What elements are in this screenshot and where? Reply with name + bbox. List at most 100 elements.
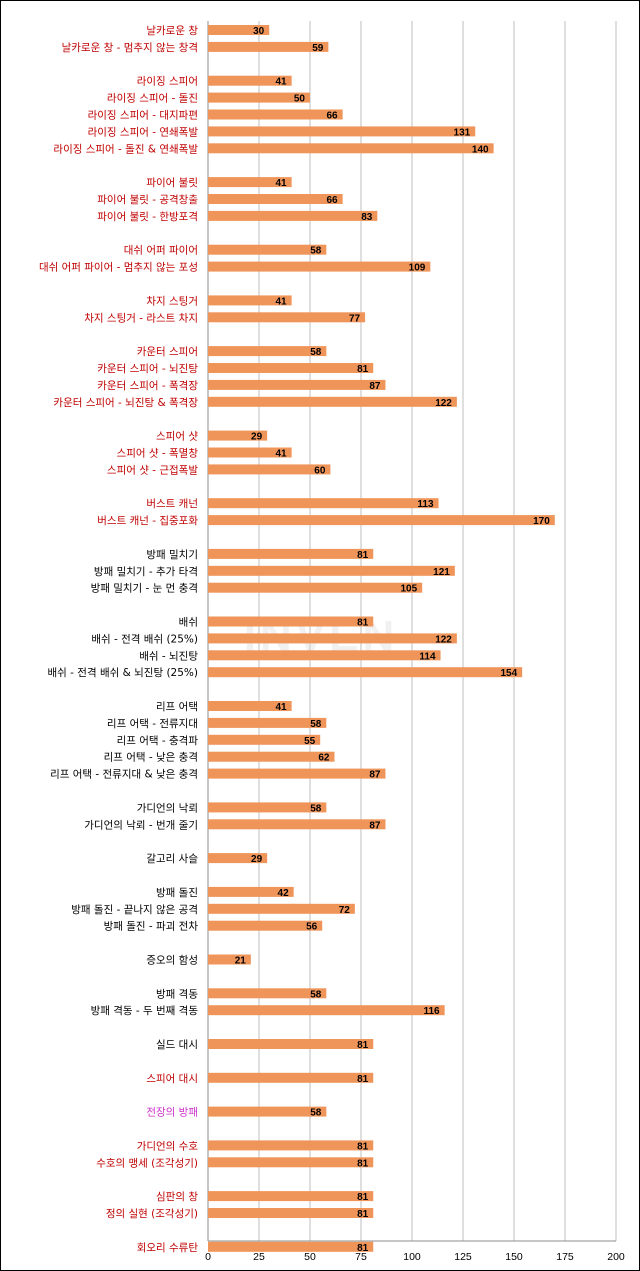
bar bbox=[208, 25, 270, 35]
value-label: 56 bbox=[306, 922, 318, 933]
value-label: 81 bbox=[357, 618, 369, 629]
bar bbox=[208, 1005, 445, 1016]
value-label: 81 bbox=[357, 1141, 369, 1152]
category-label: 리프 어택 - 낮은 충격 bbox=[104, 751, 198, 764]
category-label: 스피어 대시 bbox=[146, 1073, 198, 1085]
value-label: 122 bbox=[435, 398, 452, 409]
bar bbox=[208, 751, 335, 762]
category-label: 스피어 샷 - 폭멸창 bbox=[117, 448, 199, 460]
bar bbox=[208, 954, 251, 965]
bar bbox=[208, 650, 441, 661]
category-label: 방패 돌진 bbox=[156, 887, 198, 899]
value-label: 21 bbox=[235, 956, 247, 967]
bar bbox=[208, 75, 292, 86]
bar bbox=[208, 988, 327, 999]
bar bbox=[208, 396, 457, 407]
bar bbox=[208, 565, 455, 576]
bar bbox=[208, 363, 374, 373]
category-label: 리프 어택 bbox=[156, 701, 198, 713]
category-label: 방패 밀치기 bbox=[146, 549, 198, 561]
value-label: 41 bbox=[276, 296, 288, 307]
bar bbox=[208, 1191, 374, 1202]
category-label: 날카로운 창 bbox=[146, 25, 198, 37]
category-label: 카운터 스피어 - 뇌진탕 & 폭격장 bbox=[53, 396, 198, 409]
value-label: 59 bbox=[312, 43, 324, 54]
category-label: 카운터 스피어 - 폭격장 bbox=[97, 379, 198, 392]
value-label: 58 bbox=[310, 803, 322, 814]
category-label: 방패 격동 bbox=[156, 987, 198, 1000]
x-axis-ticks: 0 25 50 75 100 125 150 175 200 bbox=[205, 1251, 625, 1263]
category-label: 리프 어택 - 전류지대 & 낮은 충격 bbox=[50, 768, 198, 781]
category-label: 정의 실현 (조각성기) bbox=[106, 1208, 198, 1220]
bar bbox=[208, 92, 310, 103]
value-label: 121 bbox=[433, 567, 450, 578]
category-label: 리프 어택 - 전류지대 bbox=[107, 718, 198, 730]
category-label: 방패 밀치기 - 추가 타격 bbox=[94, 565, 198, 578]
bar bbox=[208, 1157, 374, 1168]
category-label: 버스트 캐넌 bbox=[146, 498, 198, 510]
category-label: 배쉬 - 전격 배쉬 (25%) bbox=[91, 632, 198, 645]
category-label: 실드 대시 bbox=[156, 1039, 198, 1051]
bar bbox=[208, 1106, 327, 1117]
x-tick-label: 125 bbox=[454, 1251, 472, 1263]
bar bbox=[208, 447, 292, 458]
value-label: 87 bbox=[369, 820, 381, 831]
value-label: 30 bbox=[253, 26, 265, 37]
value-label: 50 bbox=[294, 94, 306, 105]
value-label: 131 bbox=[454, 127, 471, 138]
value-label: 81 bbox=[357, 364, 369, 375]
bar bbox=[208, 1140, 374, 1151]
category-label: 라이징 스피어 bbox=[137, 76, 198, 88]
category-label: 스피어 샷 bbox=[156, 431, 198, 443]
bar bbox=[208, 734, 321, 745]
value-label: 81 bbox=[357, 1243, 369, 1254]
value-label: 72 bbox=[339, 905, 351, 916]
value-label: 58 bbox=[310, 989, 322, 1000]
value-label: 41 bbox=[276, 178, 288, 189]
category-label: 라이징 스피어 - 연쇄폭발 bbox=[88, 126, 199, 138]
bar bbox=[208, 886, 294, 897]
category-label: 차지 스팅거 bbox=[146, 295, 198, 307]
bar bbox=[208, 667, 523, 678]
category-label: 가디언의 낙뢰 bbox=[137, 802, 198, 814]
value-label: 58 bbox=[310, 1108, 322, 1119]
category-label: 라이징 스피어 - 돌진 bbox=[107, 93, 198, 105]
bar bbox=[208, 548, 374, 559]
bar bbox=[208, 346, 327, 357]
category-label: 날카로운 창 - 멈추지 않는 창격 bbox=[62, 41, 198, 54]
value-label: 29 bbox=[251, 432, 263, 443]
value-label: 87 bbox=[369, 770, 381, 781]
bar bbox=[208, 616, 374, 627]
bar bbox=[208, 41, 329, 52]
bar bbox=[208, 768, 386, 779]
bar bbox=[208, 464, 331, 475]
bar bbox=[208, 853, 268, 864]
value-label: 140 bbox=[472, 144, 489, 155]
bar bbox=[208, 1241, 374, 1252]
category-label: 회오리 수류탄 bbox=[137, 1242, 199, 1254]
bar bbox=[208, 582, 423, 593]
x-tick-label: 0 bbox=[205, 1251, 211, 1263]
value-labels: 3059415066131140416683581094177588187122… bbox=[235, 26, 551, 1254]
x-tick-label: 100 bbox=[403, 1251, 421, 1263]
category-label: 방패 밀치기 - 눈 먼 충격 bbox=[91, 582, 198, 595]
bar bbox=[208, 430, 268, 441]
category-label: 파이어 불릿 - 공격창출 bbox=[97, 193, 198, 206]
category-label: 방패 돌진 - 끝나지 않은 공격 bbox=[71, 903, 198, 916]
value-label: 58 bbox=[310, 719, 322, 730]
value-label: 109 bbox=[409, 263, 426, 274]
category-label: 대쉬 어퍼 파이어 bbox=[124, 245, 198, 257]
value-label: 66 bbox=[327, 111, 339, 122]
bar bbox=[208, 1072, 374, 1083]
bar bbox=[208, 819, 386, 830]
value-label: 81 bbox=[357, 1074, 369, 1085]
category-label: 갈고리 사슬 bbox=[146, 852, 198, 865]
value-label: 113 bbox=[417, 499, 434, 510]
category-label: 파이어 불릿 - 한방포격 bbox=[97, 210, 198, 223]
value-label: 81 bbox=[357, 1040, 369, 1051]
category-label: 수호의 맹세 (조각성기) bbox=[96, 1157, 198, 1169]
x-tick-label: 150 bbox=[505, 1251, 523, 1263]
category-label: 방패 격동 - 두 번째 격동 bbox=[91, 1004, 199, 1017]
